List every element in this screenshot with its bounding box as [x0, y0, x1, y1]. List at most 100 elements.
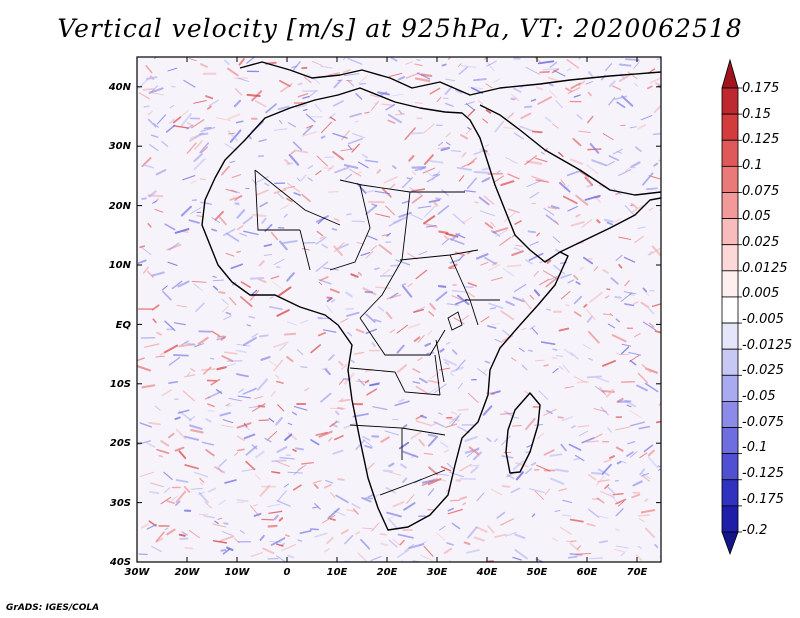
- velocity-streak: [472, 451, 482, 461]
- velocity-streak: [250, 552, 264, 558]
- velocity-streak: [539, 259, 548, 264]
- velocity-streak: [638, 425, 651, 430]
- velocity-streak: [343, 164, 359, 169]
- velocity-streak: [277, 192, 285, 200]
- velocity-streak: [543, 364, 550, 367]
- velocity-streak: [251, 444, 258, 450]
- velocity-streak: [603, 218, 614, 223]
- velocity-streak: [283, 332, 297, 336]
- velocity-streak: [491, 261, 498, 266]
- velocity-streak: [229, 297, 237, 306]
- velocity-streak: [329, 492, 336, 499]
- velocity-streak: [490, 221, 496, 228]
- velocity-streak: [535, 179, 550, 183]
- velocity-streak: [145, 65, 153, 74]
- velocity-streak: [431, 171, 441, 181]
- velocity-streak: [223, 228, 236, 237]
- velocity-streak: [187, 371, 191, 376]
- velocity-streak: [555, 355, 564, 357]
- velocity-streak: [528, 252, 544, 261]
- velocity-streak: [138, 92, 150, 100]
- velocity-streak: [201, 441, 215, 446]
- velocity-streak: [583, 256, 594, 265]
- velocity-streak: [223, 363, 237, 368]
- velocity-streak: [502, 329, 512, 338]
- velocity-streak: [540, 341, 556, 346]
- velocity-streak: [423, 545, 434, 557]
- velocity-streak: [189, 424, 203, 430]
- velocity-streak: [335, 494, 349, 504]
- velocity-streak: [614, 95, 628, 101]
- velocity-streak: [584, 194, 601, 201]
- velocity-streak: [163, 471, 173, 481]
- velocity-streak: [225, 188, 238, 193]
- velocity-streak: [268, 417, 275, 423]
- velocity-streak: [304, 387, 310, 392]
- velocity-streak: [545, 409, 553, 415]
- velocity-streak: [628, 351, 642, 356]
- velocity-streak: [602, 133, 614, 141]
- velocity-streak: [264, 437, 272, 443]
- velocity-streak: [423, 154, 434, 165]
- velocity-streak: [269, 305, 283, 311]
- colorbar-swatch: [721, 374, 739, 402]
- velocity-streak: [466, 447, 480, 458]
- velocity-streak: [542, 68, 558, 71]
- velocity-streak: [440, 146, 450, 152]
- velocity-streak: [596, 377, 610, 383]
- velocity-streak: [645, 291, 650, 297]
- velocity-streak: [285, 534, 290, 537]
- velocity-streak: [141, 197, 147, 200]
- velocity-streak: [581, 219, 593, 228]
- velocity-streak: [144, 343, 160, 348]
- velocity-streak: [585, 81, 593, 85]
- velocity-streak: [216, 117, 231, 122]
- velocity-streak: [526, 444, 533, 448]
- velocity-streak: [617, 400, 632, 403]
- colorbar-swatch: [721, 296, 739, 324]
- velocity-streak: [421, 478, 439, 484]
- velocity-streak: [218, 459, 227, 467]
- velocity-streak: [215, 389, 223, 394]
- velocity-streak: [413, 306, 426, 312]
- velocity-streak: [381, 234, 389, 237]
- colorbar-swatch: [721, 270, 739, 298]
- velocity-streak: [162, 290, 172, 301]
- velocity-streak: [562, 499, 573, 504]
- velocity-streak: [437, 205, 450, 215]
- velocity-streak: [219, 216, 227, 226]
- velocity-streak: [573, 295, 583, 305]
- velocity-streak: [398, 109, 403, 115]
- velocity-streak: [445, 342, 451, 345]
- velocity-streak: [168, 242, 180, 251]
- velocity-streak: [548, 90, 557, 98]
- colorbar-label: 0.175: [742, 81, 779, 96]
- lon-tick-label: 30W: [125, 567, 151, 578]
- velocity-streak: [538, 390, 549, 400]
- velocity-streak: [251, 403, 266, 412]
- velocity-streak: [161, 140, 169, 148]
- velocity-streak: [375, 213, 391, 218]
- velocity-streak: [559, 526, 572, 535]
- velocity-streak: [402, 450, 419, 458]
- velocity-streak: [181, 340, 190, 346]
- velocity-streak: [417, 357, 423, 362]
- velocity-streak: [225, 232, 240, 242]
- velocity-streak: [648, 207, 654, 211]
- velocity-streak: [332, 132, 348, 139]
- velocity-streak: [549, 453, 563, 457]
- map-background: [137, 57, 661, 562]
- velocity-streak: [628, 292, 635, 297]
- velocity-streak: [188, 529, 200, 539]
- velocity-streak: [621, 346, 630, 355]
- velocity-streak: [374, 267, 380, 271]
- velocity-streak: [537, 60, 555, 65]
- velocity-streak: [446, 303, 459, 306]
- velocity-streak: [406, 177, 411, 180]
- velocity-streak: [551, 537, 559, 542]
- velocity-streak: [615, 545, 629, 549]
- velocity-streak: [609, 492, 619, 505]
- velocity-streak: [147, 118, 157, 128]
- velocity-streak: [152, 318, 157, 324]
- velocity-streak: [229, 160, 235, 164]
